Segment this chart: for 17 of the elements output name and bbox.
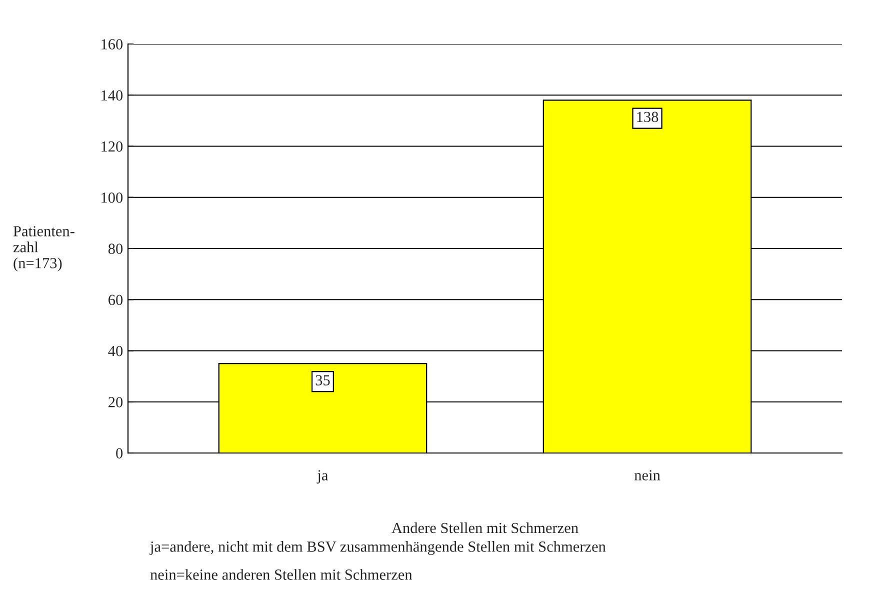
- y-tick-label: 40: [108, 346, 123, 356]
- data-label: 138: [637, 112, 658, 122]
- y-tick-label: 100: [102, 192, 123, 203]
- x-tick-label: ja: [316, 470, 328, 484]
- text: ja=andere, nicht mit dem BSV zusammenhängende Stellen mit Schmerzen: [150, 541, 606, 555]
- x-tick-label: nein: [634, 470, 660, 480]
- data-label: 35: [316, 375, 330, 386]
- y-axis-title: Patienten- zahl (n=173): [13, 226, 74, 272]
- y-tick-label: 140: [102, 90, 123, 101]
- y-tick-label: 120: [102, 141, 123, 152]
- y-tick-label: 20: [108, 397, 123, 408]
- x-axis-title: Andere Stellen mit Schmerzen: [392, 522, 578, 534]
- y-tick-label: 0: [116, 448, 123, 458]
- y-tick-label: 60: [108, 294, 123, 306]
- text: nein=keine anderen Stellen mit Schmerzen: [150, 569, 412, 580]
- y-tick-label: 80: [108, 244, 123, 254]
- y-tick-label: 160: [102, 39, 123, 50]
